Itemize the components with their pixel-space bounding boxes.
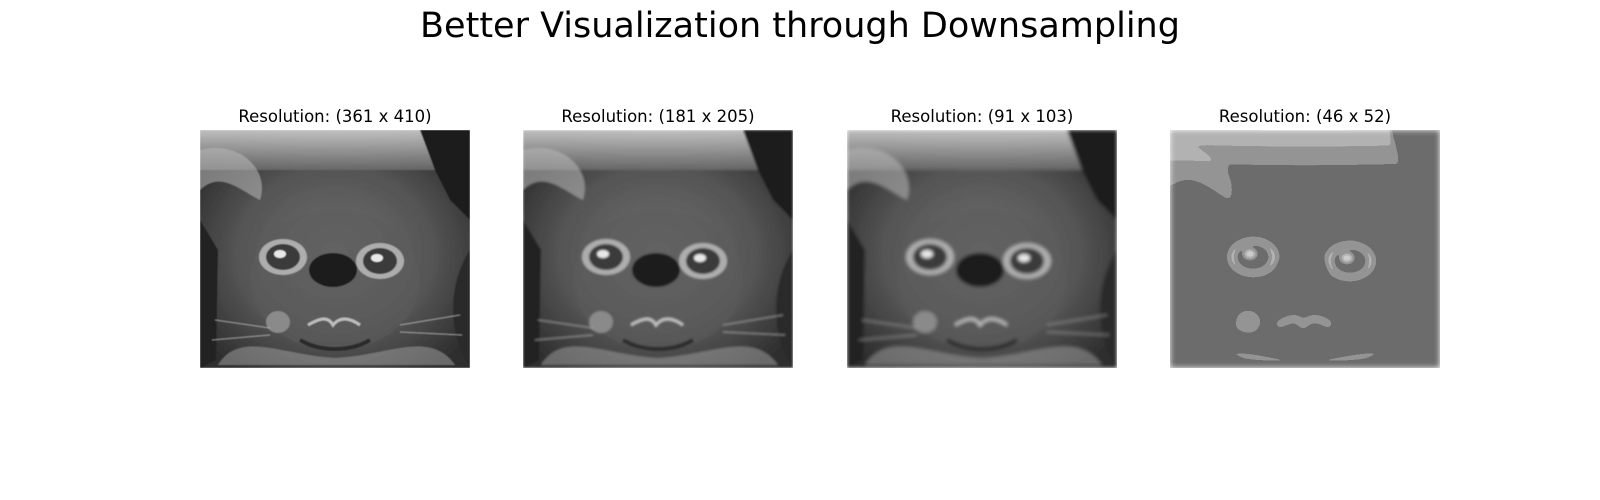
hybrid-image-46x52 (1170, 130, 1440, 368)
panel-title: Resolution: (46 x 52) (1218, 107, 1392, 126)
panel-181x205: Resolution: (181 x 205) (523, 104, 793, 368)
panel-title: Resolution: (361 x 410) (238, 107, 432, 126)
hybrid-image-361x410 (200, 130, 470, 368)
panel-361x410: Resolution: (361 x 410) (200, 104, 470, 368)
panel-46x52: Resolution: (46 x 52) (1170, 104, 1440, 368)
panel-title: Resolution: (181 x 205) (561, 107, 755, 126)
panel-title: Resolution: (91 x 103) (890, 107, 1074, 126)
panel-91x103: Resolution: (91 x 103) (847, 104, 1117, 368)
figure-title: Better Visualization through Downsamplin… (420, 6, 1180, 46)
hybrid-image-91x103 (847, 130, 1117, 368)
hybrid-image-181x205 (523, 130, 793, 368)
